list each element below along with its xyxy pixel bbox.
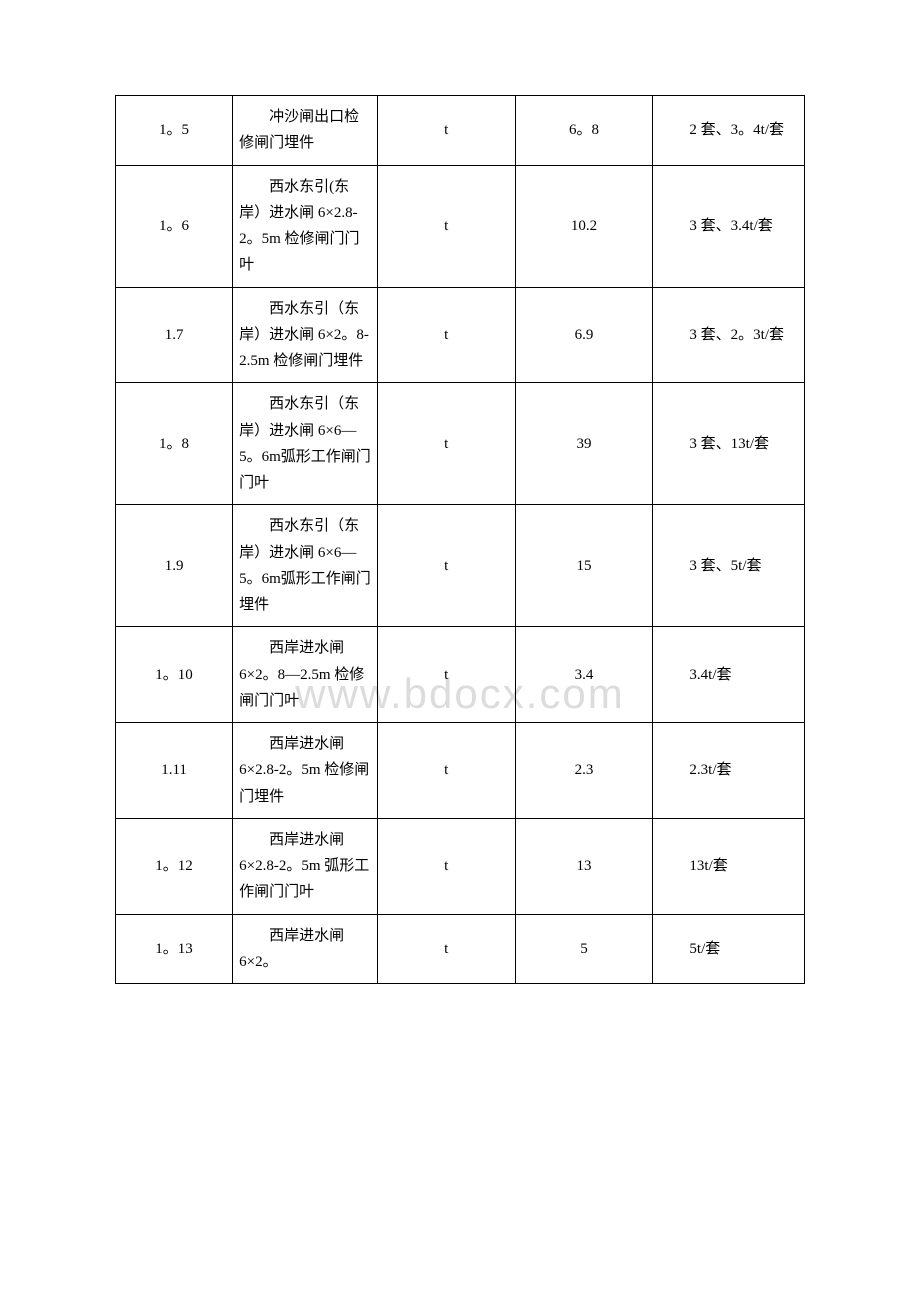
data-table: 1。5 冲沙闸出口检修闸门埋件 t 6。8 2 套、3。4t/套 1。6 西水东… (115, 95, 805, 984)
cell-num: 1.9 (116, 505, 233, 627)
cell-num: 1.11 (116, 723, 233, 819)
cell-note: 3 套、5t/套 (653, 505, 805, 627)
table-row: 1。8 西水东引（东岸）进水闸 6×6—5。6m弧形工作闸门门叶 t 39 3 … (116, 383, 805, 505)
cell-note: 2 套、3。4t/套 (653, 96, 805, 166)
cell-num: 1。12 (116, 818, 233, 914)
cell-desc: 西岸进水闸 6×2.8-2。5m 弧形工作闸门门叶 (233, 818, 378, 914)
page-container: www.bdocx.com 1。5 冲沙闸出口检修闸门埋件 t 6。8 2 套、… (115, 95, 805, 984)
cell-note: 13t/套 (653, 818, 805, 914)
cell-desc: 西岸进水闸 6×2.8-2。5m 检修闸门埋件 (233, 723, 378, 819)
cell-unit: t (377, 165, 515, 287)
cell-qty: 2.3 (515, 723, 653, 819)
cell-desc: 冲沙闸出口检修闸门埋件 (233, 96, 378, 166)
table-row: 1。13 西岸进水闸 6×2。 t 5 5t/套 (116, 914, 805, 984)
cell-desc: 西岸进水闸 6×2。8—2.5m 检修闸门门叶 (233, 627, 378, 723)
cell-num: 1。5 (116, 96, 233, 166)
table-row: 1.11 西岸进水闸 6×2.8-2。5m 检修闸门埋件 t 2.3 2.3t/… (116, 723, 805, 819)
cell-qty: 5 (515, 914, 653, 984)
cell-note: 3 套、2。3t/套 (653, 287, 805, 383)
cell-qty: 13 (515, 818, 653, 914)
cell-note: 3 套、3.4t/套 (653, 165, 805, 287)
cell-qty: 6。8 (515, 96, 653, 166)
table-row: 1.7 西水东引（东岸）进水闸 6×2。8-2.5m 检修闸门埋件 t 6.9 … (116, 287, 805, 383)
cell-qty: 39 (515, 383, 653, 505)
cell-unit: t (377, 627, 515, 723)
cell-qty: 6.9 (515, 287, 653, 383)
table-row: 1.9 西水东引（东岸）进水闸 6×6—5。6m弧形工作闸门埋件 t 15 3 … (116, 505, 805, 627)
cell-unit: t (377, 914, 515, 984)
cell-num: 1.7 (116, 287, 233, 383)
cell-note: 5t/套 (653, 914, 805, 984)
cell-num: 1。13 (116, 914, 233, 984)
cell-desc: 西水东引(东岸）进水闸 6×2.8-2。5m 检修闸门门叶 (233, 165, 378, 287)
cell-desc: 西水东引（东岸）进水闸 6×2。8-2.5m 检修闸门埋件 (233, 287, 378, 383)
cell-unit: t (377, 96, 515, 166)
table-row: 1。6 西水东引(东岸）进水闸 6×2.8-2。5m 检修闸门门叶 t 10.2… (116, 165, 805, 287)
cell-unit: t (377, 505, 515, 627)
cell-desc: 西岸进水闸 6×2。 (233, 914, 378, 984)
table-row: 1。5 冲沙闸出口检修闸门埋件 t 6。8 2 套、3。4t/套 (116, 96, 805, 166)
cell-unit: t (377, 723, 515, 819)
cell-unit: t (377, 818, 515, 914)
cell-num: 1。6 (116, 165, 233, 287)
cell-num: 1。8 (116, 383, 233, 505)
cell-qty: 10.2 (515, 165, 653, 287)
cell-unit: t (377, 287, 515, 383)
table-row: 1。10 西岸进水闸 6×2。8—2.5m 检修闸门门叶 t 3.4 3.4t/… (116, 627, 805, 723)
cell-note: 2.3t/套 (653, 723, 805, 819)
cell-qty: 3.4 (515, 627, 653, 723)
cell-desc: 西水东引（东岸）进水闸 6×6—5。6m弧形工作闸门门叶 (233, 383, 378, 505)
cell-note: 3 套、13t/套 (653, 383, 805, 505)
cell-note: 3.4t/套 (653, 627, 805, 723)
cell-desc: 西水东引（东岸）进水闸 6×6—5。6m弧形工作闸门埋件 (233, 505, 378, 627)
table-row: 1。12 西岸进水闸 6×2.8-2。5m 弧形工作闸门门叶 t 13 13t/… (116, 818, 805, 914)
cell-qty: 15 (515, 505, 653, 627)
cell-unit: t (377, 383, 515, 505)
cell-num: 1。10 (116, 627, 233, 723)
